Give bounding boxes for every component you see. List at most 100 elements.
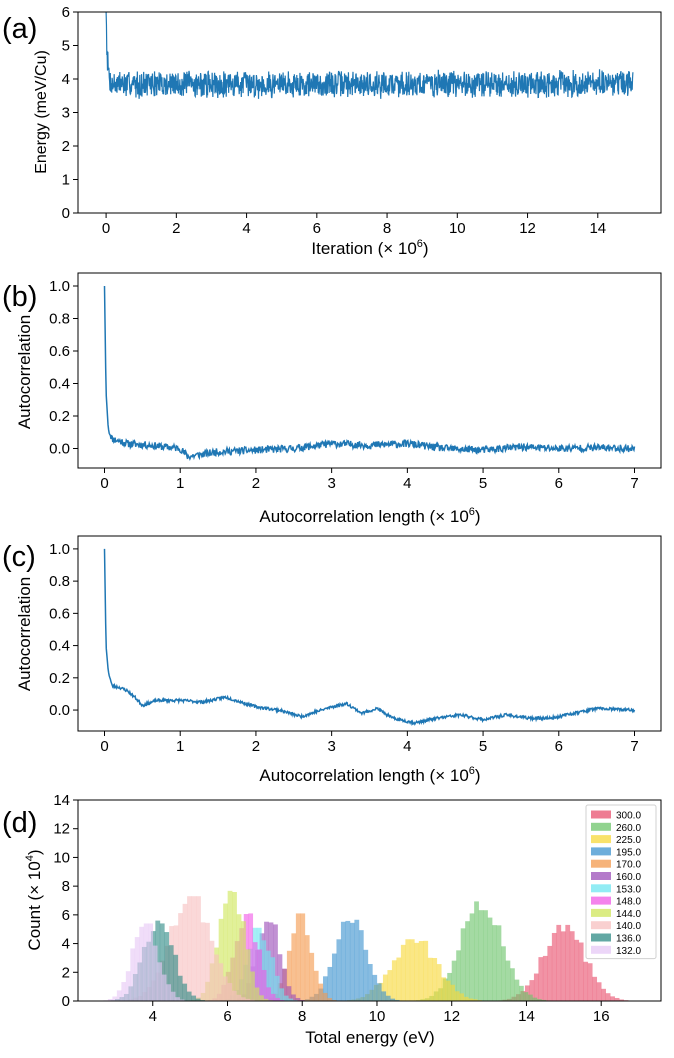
histogram-bar [295,913,301,1001]
histogram-bar [277,954,283,1001]
histogram-bar [177,975,183,1001]
panel-a-xlabel: Iteration (× 106) [311,238,428,258]
legend-swatch [591,933,611,942]
histogram-bar [427,957,433,1001]
histogram-bar [409,939,415,1001]
histogram-bar [179,999,185,1001]
panel-a-label: (a) [2,13,37,45]
legend-swatch [591,847,611,856]
panel-c-frame [77,535,662,732]
y-tick-label: 1 [62,172,70,189]
histogram-bar [148,923,154,1001]
histogram-bar [214,954,219,1001]
histogram-bar [492,925,497,1001]
y-tick-label: 0.6 [49,343,70,360]
histogram-bar [445,980,451,1001]
histogram-bar [538,957,544,1001]
histogram-bar [273,924,278,1001]
histogram-bar [175,997,180,1001]
panel-d-frame [77,799,662,1002]
x-tick-label: 10 [449,220,466,237]
histogram-bar [227,890,233,1001]
y-tick-label: 0.8 [49,311,70,328]
legend-swatch [591,896,611,905]
histogram-bar [112,996,118,1001]
x-tick-label: 8 [383,220,391,237]
x-tick-label: 1 [176,738,184,755]
y-tick-label: 0.0 [49,441,70,458]
histogram-bar [536,999,542,1001]
histogram-bar [218,963,224,1001]
y-tick-label: 6 [62,4,70,21]
histogram-bar [295,997,301,1001]
y-tick-label: 8 [62,878,70,895]
histogram-bar [182,903,188,1001]
histogram-bar [283,995,289,1001]
histogram-bar [178,913,183,1001]
y-tick-label: 2 [62,138,70,155]
panel-a-yticks: 0 1 2 3 4 5 6 [62,4,78,222]
histogram-bar [227,983,233,1001]
legend-swatch [591,810,611,819]
histogram-bar [523,992,529,1001]
y-tick-label: 4 [62,71,70,88]
histogram-bar [592,976,598,1001]
histogram-bar [331,953,337,1001]
histogram-bar [327,998,333,1001]
histogram-bar [496,925,502,1001]
histogram-bar [257,949,263,1001]
histogram-bar [265,950,271,1001]
histogram-bar [166,984,171,1001]
histogram-bar [387,970,393,1001]
legend-label: 160.0 [616,872,641,883]
histogram-bar [532,997,538,1001]
histogram-bar [363,949,369,1001]
histogram-bar [601,988,606,1001]
histogram-bar [173,954,179,1001]
histogram-bar [376,983,382,1001]
histogram-bar [241,921,246,1001]
histogram-bar [542,955,548,1001]
histogram-bar [322,992,328,1001]
panel-c-xlabel: Autocorrelation length (× 106) [259,765,480,785]
x-tick-label: 4 [149,1008,157,1025]
histogram-bar [274,975,280,1001]
histogram-bar [533,973,539,1001]
histogram-bar [450,984,456,1001]
histogram-bar [382,974,388,1001]
x-tick-label: 8 [298,1008,306,1025]
panel-b-xlabel: Autocorrelation length (× 106) [259,506,480,526]
histogram-bar [232,892,237,1001]
x-tick-label: 16 [593,1008,610,1025]
histogram-bar [565,924,571,1001]
y-tick-label: 3 [62,105,70,122]
histogram-bar [432,957,438,1001]
histogram-bar [236,914,242,1001]
x-tick-label: 2 [172,220,180,237]
histogram-bar [367,964,373,1001]
histogram-bar [240,997,246,1001]
histogram-bar [130,948,136,1001]
panel-d-plot [103,890,629,1001]
y-tick-label: 2 [62,964,70,981]
panel-b-plot [103,285,636,461]
histogram-bar [510,968,515,1001]
histogram-bar [468,998,473,1001]
autocorrelation-line [103,548,636,727]
x-tick-label: 3 [327,738,335,755]
histogram-bar [583,961,589,1001]
histogram-bar [327,966,333,1001]
panel-c-ylabel: Autocorrelation [15,577,34,691]
histogram-bar [405,939,411,1001]
histogram-bar [505,960,511,1001]
y-tick-label: 0 [62,205,70,222]
histogram-bar [187,896,192,1001]
legend-swatch [591,822,611,831]
histogram-bar [345,920,351,1001]
x-tick-label: 2 [252,475,260,492]
x-tick-label: 6 [223,1008,231,1025]
histogram-bar [170,991,176,1001]
legend-swatch [591,945,611,954]
histogram-bar [529,980,535,1001]
